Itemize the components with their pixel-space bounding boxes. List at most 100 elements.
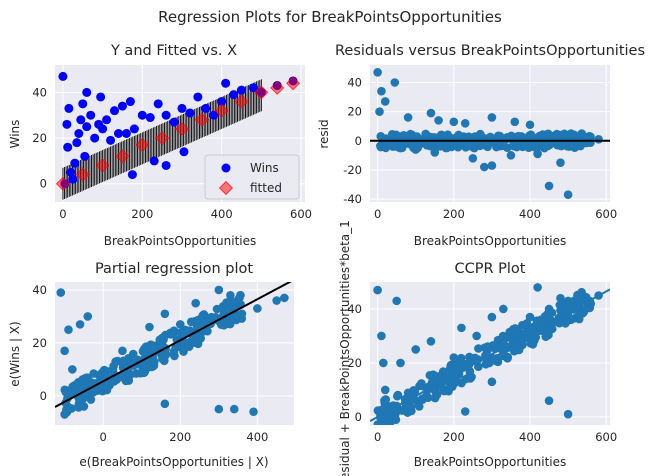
wins-point: [110, 106, 120, 116]
data-point: [486, 132, 495, 142]
data-point: [222, 319, 232, 329]
wins-point: [221, 78, 231, 88]
wins-point: [217, 97, 227, 107]
data-point: [226, 290, 235, 300]
y-tick-label: 0: [40, 389, 47, 403]
data-point: [56, 288, 66, 297]
data-point: [464, 372, 474, 381]
wins-point: [209, 110, 219, 120]
wins-point: [161, 160, 171, 170]
data-point: [125, 370, 135, 379]
panel-title: CCPR Plot: [454, 261, 525, 277]
data-point: [543, 129, 553, 139]
data-point: [214, 404, 224, 414]
panel-title: Partial regression plot: [95, 261, 253, 277]
x-tick-label: 200: [131, 207, 153, 221]
data-point: [379, 358, 388, 368]
data-point: [169, 349, 179, 359]
data-point: [533, 149, 542, 159]
data-point: [563, 190, 573, 200]
data-series: [55, 71, 301, 191]
wins-point: [125, 97, 135, 107]
data-point: [425, 370, 435, 380]
figure-suptitle: Regression Plots for BreakPointsOpportun…: [158, 8, 502, 26]
data-point: [530, 332, 539, 342]
data-point: [214, 285, 224, 295]
data-point: [64, 325, 73, 334]
data-point: [487, 312, 497, 322]
wins-point: [113, 129, 123, 138]
x-axis-label: e(BreakPointsOpportunities | X): [79, 455, 268, 469]
data-point: [98, 386, 107, 396]
wins-point: [149, 156, 159, 166]
fitted-point: [254, 85, 269, 100]
y-tick-label: 40: [347, 75, 362, 89]
fitted-point: [214, 103, 229, 118]
wins-point: [248, 83, 258, 93]
data-point: [160, 309, 170, 319]
wins-point: [63, 142, 73, 152]
wins-point: [86, 110, 96, 120]
y-axis-label: e(Wins | X): [8, 321, 22, 386]
x-tick-label: 400: [211, 207, 233, 221]
x-tick-label: 200: [169, 430, 191, 444]
data-point: [188, 338, 198, 347]
data-point: [474, 344, 483, 353]
data-point: [457, 378, 466, 388]
panel-residuals: Residuals versus BreakPointsOpportunitie…: [317, 43, 645, 248]
y-tick-label: 40: [32, 283, 47, 297]
y-tick-label: 0: [355, 410, 362, 424]
wins-point: [137, 110, 147, 120]
data-point: [487, 161, 497, 170]
data-point: [377, 86, 386, 96]
data-point: [376, 141, 385, 151]
wins-point: [129, 124, 139, 134]
wins-point: [106, 135, 116, 145]
marks: [55, 71, 301, 191]
data-point: [426, 108, 436, 118]
wins-point: [237, 85, 247, 95]
data-point: [472, 331, 481, 341]
data-point: [561, 319, 570, 328]
x-tick-label: 600: [595, 430, 617, 444]
panel-partial-regression: Partial regression plot 0 200 400 0 20 40 e(B…: [8, 261, 294, 469]
data-point: [594, 135, 603, 144]
y-tick-label: 20: [347, 105, 362, 119]
panel-title: Residuals versus BreakPointsOpportunitie…: [335, 43, 645, 59]
fitted-point: [135, 137, 150, 152]
data-point: [483, 142, 492, 152]
data-point: [499, 304, 508, 314]
data-point: [487, 113, 497, 122]
y-tick-label: 20: [32, 336, 47, 350]
data-point: [396, 143, 405, 153]
tick-labels: 0 200 400 600 0 20 40: [32, 85, 312, 221]
wins-point: [117, 101, 127, 111]
wins-point: [74, 129, 84, 138]
data-point: [390, 78, 400, 87]
data-point: [118, 346, 127, 356]
tick-labels: 0 200 400 0 20 40: [32, 283, 268, 444]
data-point: [75, 320, 85, 329]
data-point: [155, 335, 165, 345]
data-point: [403, 388, 413, 398]
legend: Wins fitted: [204, 154, 300, 200]
y-tick-label: 40: [32, 85, 47, 99]
data-point: [160, 399, 170, 409]
data-point: [518, 320, 527, 330]
data-point: [253, 304, 262, 313]
x-tick-label: 0: [374, 430, 381, 444]
data-point: [449, 117, 459, 127]
data-point: [376, 131, 386, 141]
wins-point: [68, 174, 78, 184]
data-point: [60, 410, 69, 419]
data-point: [579, 293, 588, 303]
fitted-point: [75, 167, 90, 182]
data-point: [375, 107, 384, 116]
data-point: [556, 293, 565, 303]
data-point: [421, 134, 431, 144]
x-tick-label: 600: [595, 207, 617, 221]
data-point: [510, 117, 520, 127]
y-tick-label: 20: [32, 131, 47, 145]
data-point: [544, 181, 554, 191]
data-point: [465, 352, 474, 362]
